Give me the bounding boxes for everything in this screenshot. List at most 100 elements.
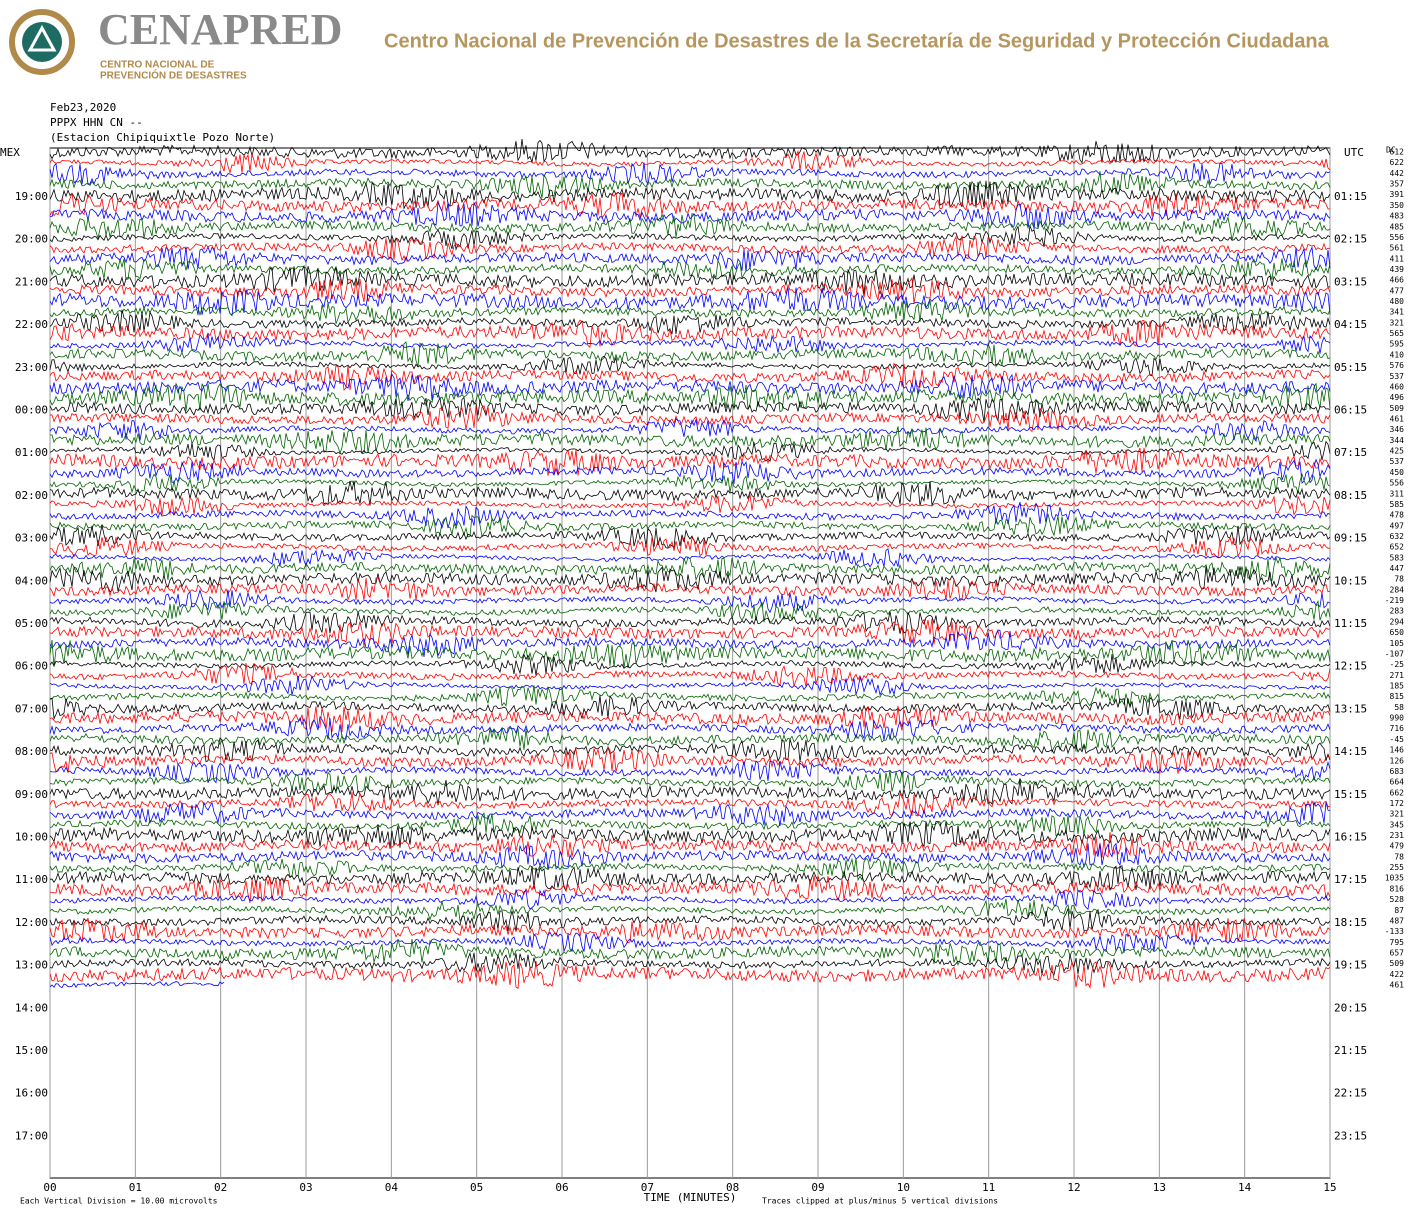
seismic-trace (49, 917, 1331, 944)
seismic-trace (49, 309, 1331, 335)
dc-offset: 391 (1390, 190, 1405, 199)
right-time: 18:15 (1334, 916, 1367, 929)
station-code: PPPX HHN CN -- (50, 116, 143, 129)
seismic-trace (49, 264, 1331, 295)
seismic-trace (49, 396, 1331, 423)
seismic-trace (49, 472, 1331, 495)
seismic-trace (49, 875, 1331, 903)
seismic-trace (49, 556, 1331, 582)
seismic-trace (49, 857, 1331, 882)
seismic-trace (49, 355, 1331, 377)
seismic-trace (49, 501, 1331, 530)
dc-offset: 528 (1390, 895, 1405, 904)
dc-offset: 483 (1390, 212, 1405, 221)
left-time: 11:00 (15, 873, 48, 886)
left-time: 15:00 (15, 1044, 48, 1057)
seismic-trace (49, 908, 1331, 932)
seismic-trace (49, 685, 1331, 707)
x-tick-label: 15 (1323, 1181, 1336, 1194)
left-time: 12:00 (15, 916, 48, 929)
seismic-trace (49, 139, 1331, 164)
dc-offset: 126 (1390, 756, 1405, 765)
dc-offset: 146 (1390, 746, 1405, 755)
footer-right: Traces clipped at plus/minus 5 vertical … (762, 1197, 998, 1206)
dc-offset: 662 (1390, 788, 1405, 797)
seismic-trace (49, 662, 1331, 688)
seismic-trace (49, 201, 1331, 230)
seismic-trace (49, 494, 1331, 516)
right-time: 08:15 (1334, 489, 1367, 502)
seismic-trace (49, 258, 1331, 280)
right-time: 03:15 (1334, 275, 1367, 288)
dc-offset: 346 (1390, 425, 1405, 434)
seismic-trace (49, 675, 1331, 697)
left-time: 13:00 (15, 959, 48, 972)
right-time: 19:15 (1334, 959, 1367, 972)
seismic-trace (49, 889, 1331, 910)
dc-offset: 78 (1394, 575, 1404, 584)
left-time: 03:00 (15, 532, 48, 545)
left-time: 04:00 (15, 574, 48, 587)
seismic-trace (49, 760, 1331, 784)
right-time: 20:15 (1334, 1001, 1367, 1014)
seismic-trace (49, 440, 1331, 462)
dc-offset: 345 (1390, 820, 1405, 829)
seismic-trace (49, 162, 1331, 186)
seismic-trace (49, 405, 1331, 433)
right-time: 07:15 (1334, 446, 1367, 459)
dc-offset: 344 (1390, 436, 1405, 445)
seismic-trace (49, 577, 1331, 602)
dc-offset: 795 (1390, 938, 1405, 947)
dc-offset: 537 (1390, 372, 1405, 381)
seismic-trace (49, 480, 1331, 507)
seismic-trace (49, 287, 1331, 317)
dc-offset: 595 (1390, 340, 1405, 349)
x-tick-label: 12 (1067, 1181, 1080, 1194)
dc-offset: 650 (1390, 628, 1405, 637)
dc-offset: 480 (1390, 297, 1405, 306)
right-label: UTC (1344, 146, 1364, 159)
x-label: TIME (MINUTES) (644, 1191, 737, 1204)
seismic-trace (49, 299, 1331, 325)
brand-sub: CENTRO NACIONAL DE (100, 60, 215, 71)
x-tick-label: 07 (641, 1181, 654, 1194)
left-time: 02:00 (15, 489, 48, 502)
seismic-trace (49, 961, 1331, 989)
dc-offset: 537 (1390, 457, 1405, 466)
dc-offset: 509 (1390, 404, 1405, 413)
right-time: 13:15 (1334, 702, 1367, 715)
x-tick-label: 00 (43, 1181, 56, 1194)
dc-offset: 321 (1390, 810, 1405, 819)
seismic-trace (49, 898, 1331, 923)
right-time: 12:15 (1334, 660, 1367, 673)
dc-offset: 477 (1390, 286, 1405, 295)
seismic-trace (49, 639, 1331, 669)
dc-offset: 341 (1390, 308, 1405, 317)
right-time: 02:15 (1334, 233, 1367, 246)
dc-offset: 461 (1390, 415, 1405, 424)
seismic-trace (49, 770, 1331, 794)
dc-offset: 990 (1390, 714, 1405, 723)
seismic-trace (49, 745, 1331, 774)
dc-offset: 1035 (1385, 874, 1404, 883)
seismic-trace (50, 426, 1331, 455)
x-tick-label: 09 (811, 1181, 824, 1194)
dc-offset: 271 (1390, 671, 1405, 680)
dc-offset: 485 (1390, 222, 1405, 231)
dc-offset: 585 (1390, 500, 1405, 509)
left-time: 20:00 (15, 233, 48, 246)
dc-offset: 283 (1390, 607, 1405, 616)
left-time: 01:00 (15, 446, 48, 459)
dc-offset: 556 (1390, 479, 1405, 488)
footer-left: Each Vertical Division = 10.00 microvolt… (20, 1197, 218, 1206)
dc-offset: 657 (1390, 949, 1405, 958)
right-time: 06:15 (1334, 404, 1367, 417)
seismic-trace (49, 865, 1331, 893)
left-time: 21:00 (15, 275, 48, 288)
right-time: 22:15 (1334, 1087, 1367, 1100)
dc-offset: 410 (1390, 350, 1405, 359)
left-time: 19:00 (15, 190, 48, 203)
dc-offset: 105 (1390, 639, 1405, 648)
left-time: 14:00 (15, 1001, 48, 1014)
